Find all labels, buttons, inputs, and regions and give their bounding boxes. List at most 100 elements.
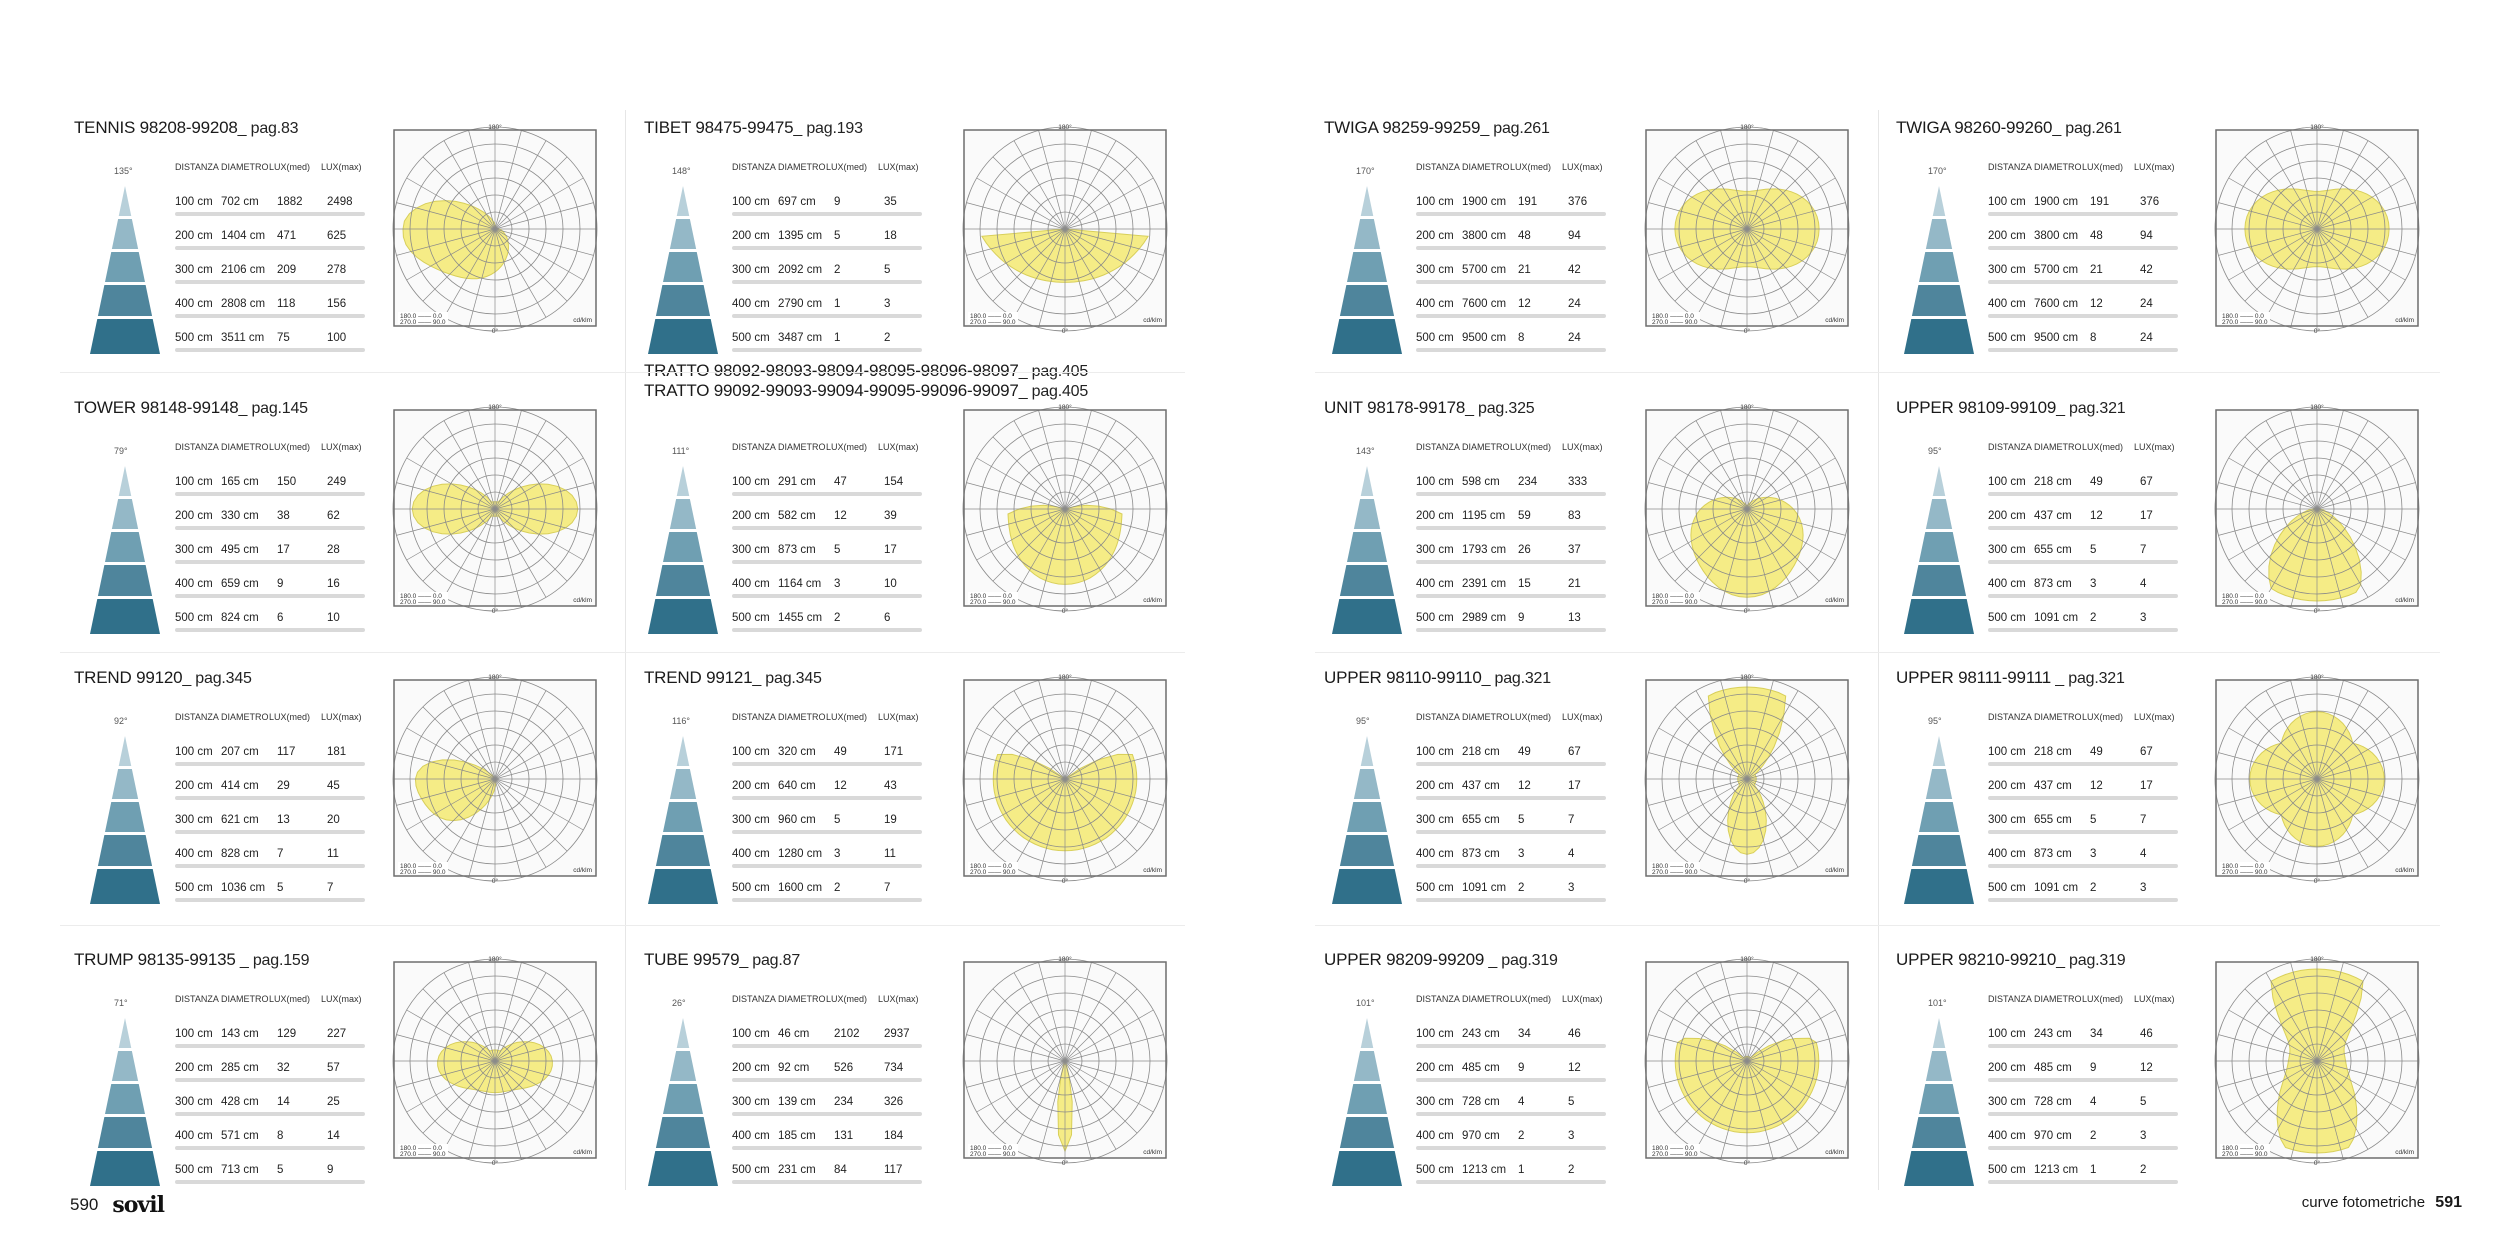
table-cell: 1600 cm	[778, 882, 823, 894]
cone-band	[1919, 532, 1959, 562]
chart-border	[963, 679, 1167, 877]
cone-band	[1339, 565, 1395, 596]
table-cell: 139 cm	[778, 1096, 816, 1108]
grid-radial	[1064, 778, 1092, 878]
grid-radial	[966, 202, 1066, 230]
table-header-diametro: DIAMETRO	[1462, 162, 1510, 172]
grid-radial	[396, 202, 496, 230]
table-header-lux-med: LUX(med)	[826, 442, 868, 452]
cone-band	[97, 565, 153, 596]
table-cell: 67	[2140, 476, 2153, 488]
legend-line-2: 270.0 —— 90.0	[1652, 1151, 1698, 1158]
row-underline	[1988, 628, 2178, 632]
table-cell: 48	[1518, 230, 1531, 242]
table-row: 300 cm 960 cm 5 19	[732, 814, 922, 834]
table-cell: 5700 cm	[1462, 264, 1507, 276]
page-reference-2: _ pag.405	[1018, 383, 1089, 400]
row-underline	[1988, 1078, 2178, 1082]
table-header-lux-max: LUX(max)	[1562, 712, 1603, 722]
grid-radial	[2316, 778, 2416, 806]
grid-radial	[966, 1034, 1066, 1062]
page-reference: _ pag.193	[793, 120, 863, 137]
grid-radial	[1064, 778, 1117, 868]
table-cell: 100 cm	[732, 196, 770, 208]
legend-line-2: 270.0 —— 90.0	[2222, 599, 2268, 606]
beam-cone	[1332, 466, 1402, 641]
table-cell: 376	[2140, 196, 2160, 208]
table-row: 400 cm 185 cm 131 184	[732, 1130, 922, 1150]
table-row: 200 cm 640 cm 12 43	[732, 780, 922, 800]
label-bottom: 0°	[492, 607, 499, 614]
cone-band	[1353, 499, 1381, 529]
table-cell: 38	[277, 510, 290, 522]
grid-radial	[2316, 690, 2369, 780]
grid-radial	[1064, 962, 1092, 1062]
table-cell: 485 cm	[1462, 1062, 1500, 1074]
table-row: 500 cm 1213 cm 1 2	[1416, 1164, 1606, 1184]
grid-radial	[1746, 778, 1836, 831]
product-name: TRATTO 98092-98093-98094-98095-98096-980…	[644, 361, 1019, 380]
table-row: 200 cm 1395 cm 5 18	[732, 230, 922, 250]
table-cell: 2	[2090, 612, 2097, 624]
beam-angle-label: 95°	[1356, 716, 1370, 726]
table-cell: 873 cm	[2034, 848, 2072, 860]
table-row: 100 cm 218 cm 49 67	[1416, 746, 1606, 766]
table-cell: 19	[884, 814, 897, 826]
left-page-number: 590	[70, 1195, 99, 1214]
grid-radial	[1695, 1060, 1748, 1150]
table-cell: 7600 cm	[2034, 298, 2079, 310]
table-cell: 970 cm	[2034, 1130, 2072, 1142]
legend-box	[2220, 592, 2270, 604]
table-cell: 200 cm	[1988, 510, 2026, 522]
grid-radial	[1064, 680, 1092, 780]
grid-radial	[1658, 1009, 1748, 1062]
table-cell: 100 cm	[175, 196, 213, 208]
table-row: 300 cm 655 cm 5 7	[1988, 544, 2178, 564]
beam-cone	[648, 1018, 718, 1193]
grid-radial	[1013, 228, 1066, 318]
table-row: 100 cm 702 cm 1882 2498	[175, 196, 365, 216]
table-header-diametro: DIAMETRO	[2034, 712, 2082, 722]
cone-band	[105, 802, 145, 832]
grid-radial	[1720, 778, 1748, 878]
grid-radial	[422, 508, 496, 582]
cone-band	[676, 1018, 690, 1048]
table-cell: 400 cm	[1416, 1130, 1454, 1142]
table-cell: 200 cm	[732, 1062, 770, 1074]
grid-separator	[60, 925, 1185, 926]
grid-radial	[1648, 1060, 1748, 1088]
table-cell: 400 cm	[175, 298, 213, 310]
unit-label: cd/klm	[573, 867, 592, 874]
grid-radial	[494, 228, 584, 281]
cone-band	[1360, 1018, 1374, 1048]
table-cell: 1164 cm	[778, 578, 822, 590]
table-cell: 171	[884, 746, 904, 758]
chart-border	[1645, 679, 1849, 877]
table-cell: 400 cm	[1416, 298, 1454, 310]
grid-radial	[422, 436, 496, 510]
grid-radial	[2265, 972, 2318, 1062]
grid-radial	[1720, 508, 1748, 608]
grid-radial	[2316, 140, 2369, 230]
unit-label: cd/klm	[1143, 317, 1162, 324]
table-cell: 300 cm	[1416, 544, 1454, 556]
table-cell: 320 cm	[778, 746, 816, 758]
grid-radial	[2316, 778, 2369, 868]
table-cell: 24	[2140, 298, 2153, 310]
legend-line-1: 180.0 —— 0.0	[970, 863, 1012, 870]
legend-line-1: 180.0 —— 0.0	[2222, 593, 2264, 600]
product-name: TIBET 98475-99475	[644, 118, 794, 137]
grid-radial	[1746, 508, 1820, 582]
legend-line-1: 180.0 —— 0.0	[1652, 593, 1694, 600]
table-cell: 42	[2140, 264, 2153, 276]
grid-radial	[468, 962, 496, 1062]
table-cell: 12	[1518, 780, 1531, 792]
table-cell: 400 cm	[1988, 298, 2026, 310]
legend-line-2: 270.0 —— 90.0	[970, 599, 1016, 606]
label-top: 180°	[1058, 124, 1072, 131]
beam-cone-icon	[648, 1018, 718, 1186]
grid-radial	[2316, 508, 2344, 608]
legend-box	[2220, 312, 2270, 324]
table-cell: 655 cm	[2034, 544, 2072, 556]
cone-band	[1925, 219, 1953, 249]
